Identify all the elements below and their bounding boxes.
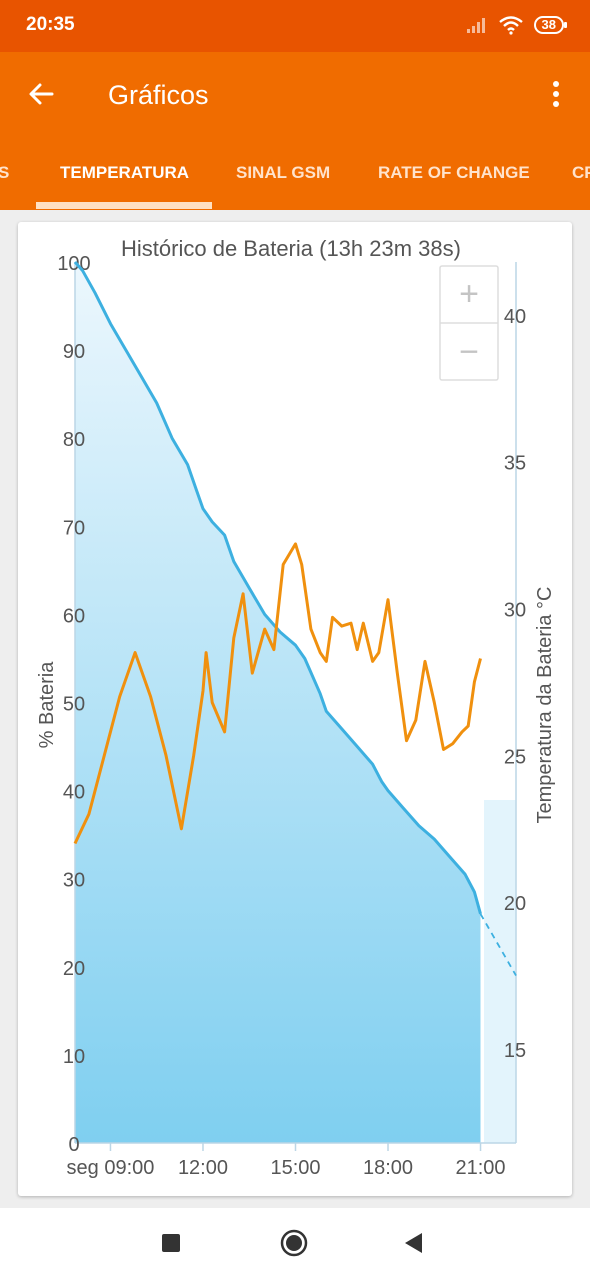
x-axis-ticks: seg 09:00 12:00 15:00 18:00 21:00 [67,1143,506,1179]
y-right-tick-label: 40 [504,306,526,328]
tab-bar: S TEMPERATURA SINAL GSM RATE OF CHANGE C… [0,140,590,210]
signal-icon [466,18,485,33]
y-left-tick-label: 20 [63,958,85,980]
status-time: 20:35 [26,14,75,35]
y-left-tick-label: 80 [63,429,85,451]
status-bar: 20:35 38 [0,0,590,52]
chart-card: seg 09:00 12:00 15:00 18:00 21:00 0 10 20 30 40 5… [18,222,572,1196]
y-right-tick-label: 15 [504,1040,526,1062]
tab-partial-left[interactable]: S [0,163,10,182]
zoom-in-button[interactable]: + [459,275,479,313]
y-right-tick-label: 25 [504,746,526,768]
y-left-tick-label: 100 [57,253,90,275]
status-icons: 38 [466,14,568,36]
tab-indicator [36,202,212,209]
y-left-tick-label: 90 [63,341,85,363]
y-right-label: Temperatura da Bateria °C [534,586,556,823]
x-tick-label: seg 09:00 [67,1157,155,1179]
page-title: Gráficos [108,80,209,110]
y-right-tick-label: 20 [504,893,526,915]
y-right-tick-label: 30 [504,600,526,622]
recents-square-icon[interactable] [160,1232,182,1254]
tab-temperatura[interactable]: TEMPERATURA [60,163,190,182]
x-tick-label: 18:00 [363,1157,413,1179]
zoom-out-button[interactable]: − [459,333,479,371]
more-vert-icon[interactable] [548,80,564,110]
y-left-tick-label: 10 [63,1046,85,1068]
y-right-ticks: 15 20 25 30 35 40 [504,306,526,1062]
zoom-control: + − [439,265,499,381]
x-tick-label: 15:00 [270,1157,320,1179]
home-circle-icon[interactable] [280,1229,308,1257]
chart-title: Histórico de Bateria (13h 23m 38s) [121,236,461,261]
battery-icon: 38 [533,16,568,34]
tab-sinal-gsm[interactable]: SINAL GSM [236,163,331,182]
wifi-icon [498,16,523,35]
y-left-tick-label: 30 [63,870,85,892]
projection-area [484,800,516,1143]
series-projection-line [479,913,517,977]
series-battery-line [73,261,482,915]
tab-rate-of-change[interactable]: RATE OF CHANGE [378,163,530,182]
y-left-tick-label: 60 [63,605,85,627]
battery-history-chart[interactable]: seg 09:00 12:00 15:00 18:00 21:00 0 10 20 30 40 5… [18,222,572,1196]
tab-partial-right[interactable]: CP [572,163,590,182]
back-triangle-icon[interactable] [402,1231,424,1255]
navigation-bar [0,1208,590,1280]
y-left-tick-label: 40 [63,782,85,804]
app-bar: Gráficos [0,52,590,140]
x-tick-label: 21:00 [456,1157,506,1179]
y-right-tick-label: 35 [504,453,526,475]
arrow-left-icon[interactable] [26,78,58,110]
x-tick-label: 12:00 [178,1157,228,1179]
y-left-tick-label: 50 [63,694,85,716]
y-left-tick-label: 70 [63,517,85,539]
y-left-tick-label: 0 [68,1134,79,1156]
y-left-label: % Bateria [36,661,58,749]
battery-area [75,262,481,1143]
series-temperature-line [73,542,482,845]
